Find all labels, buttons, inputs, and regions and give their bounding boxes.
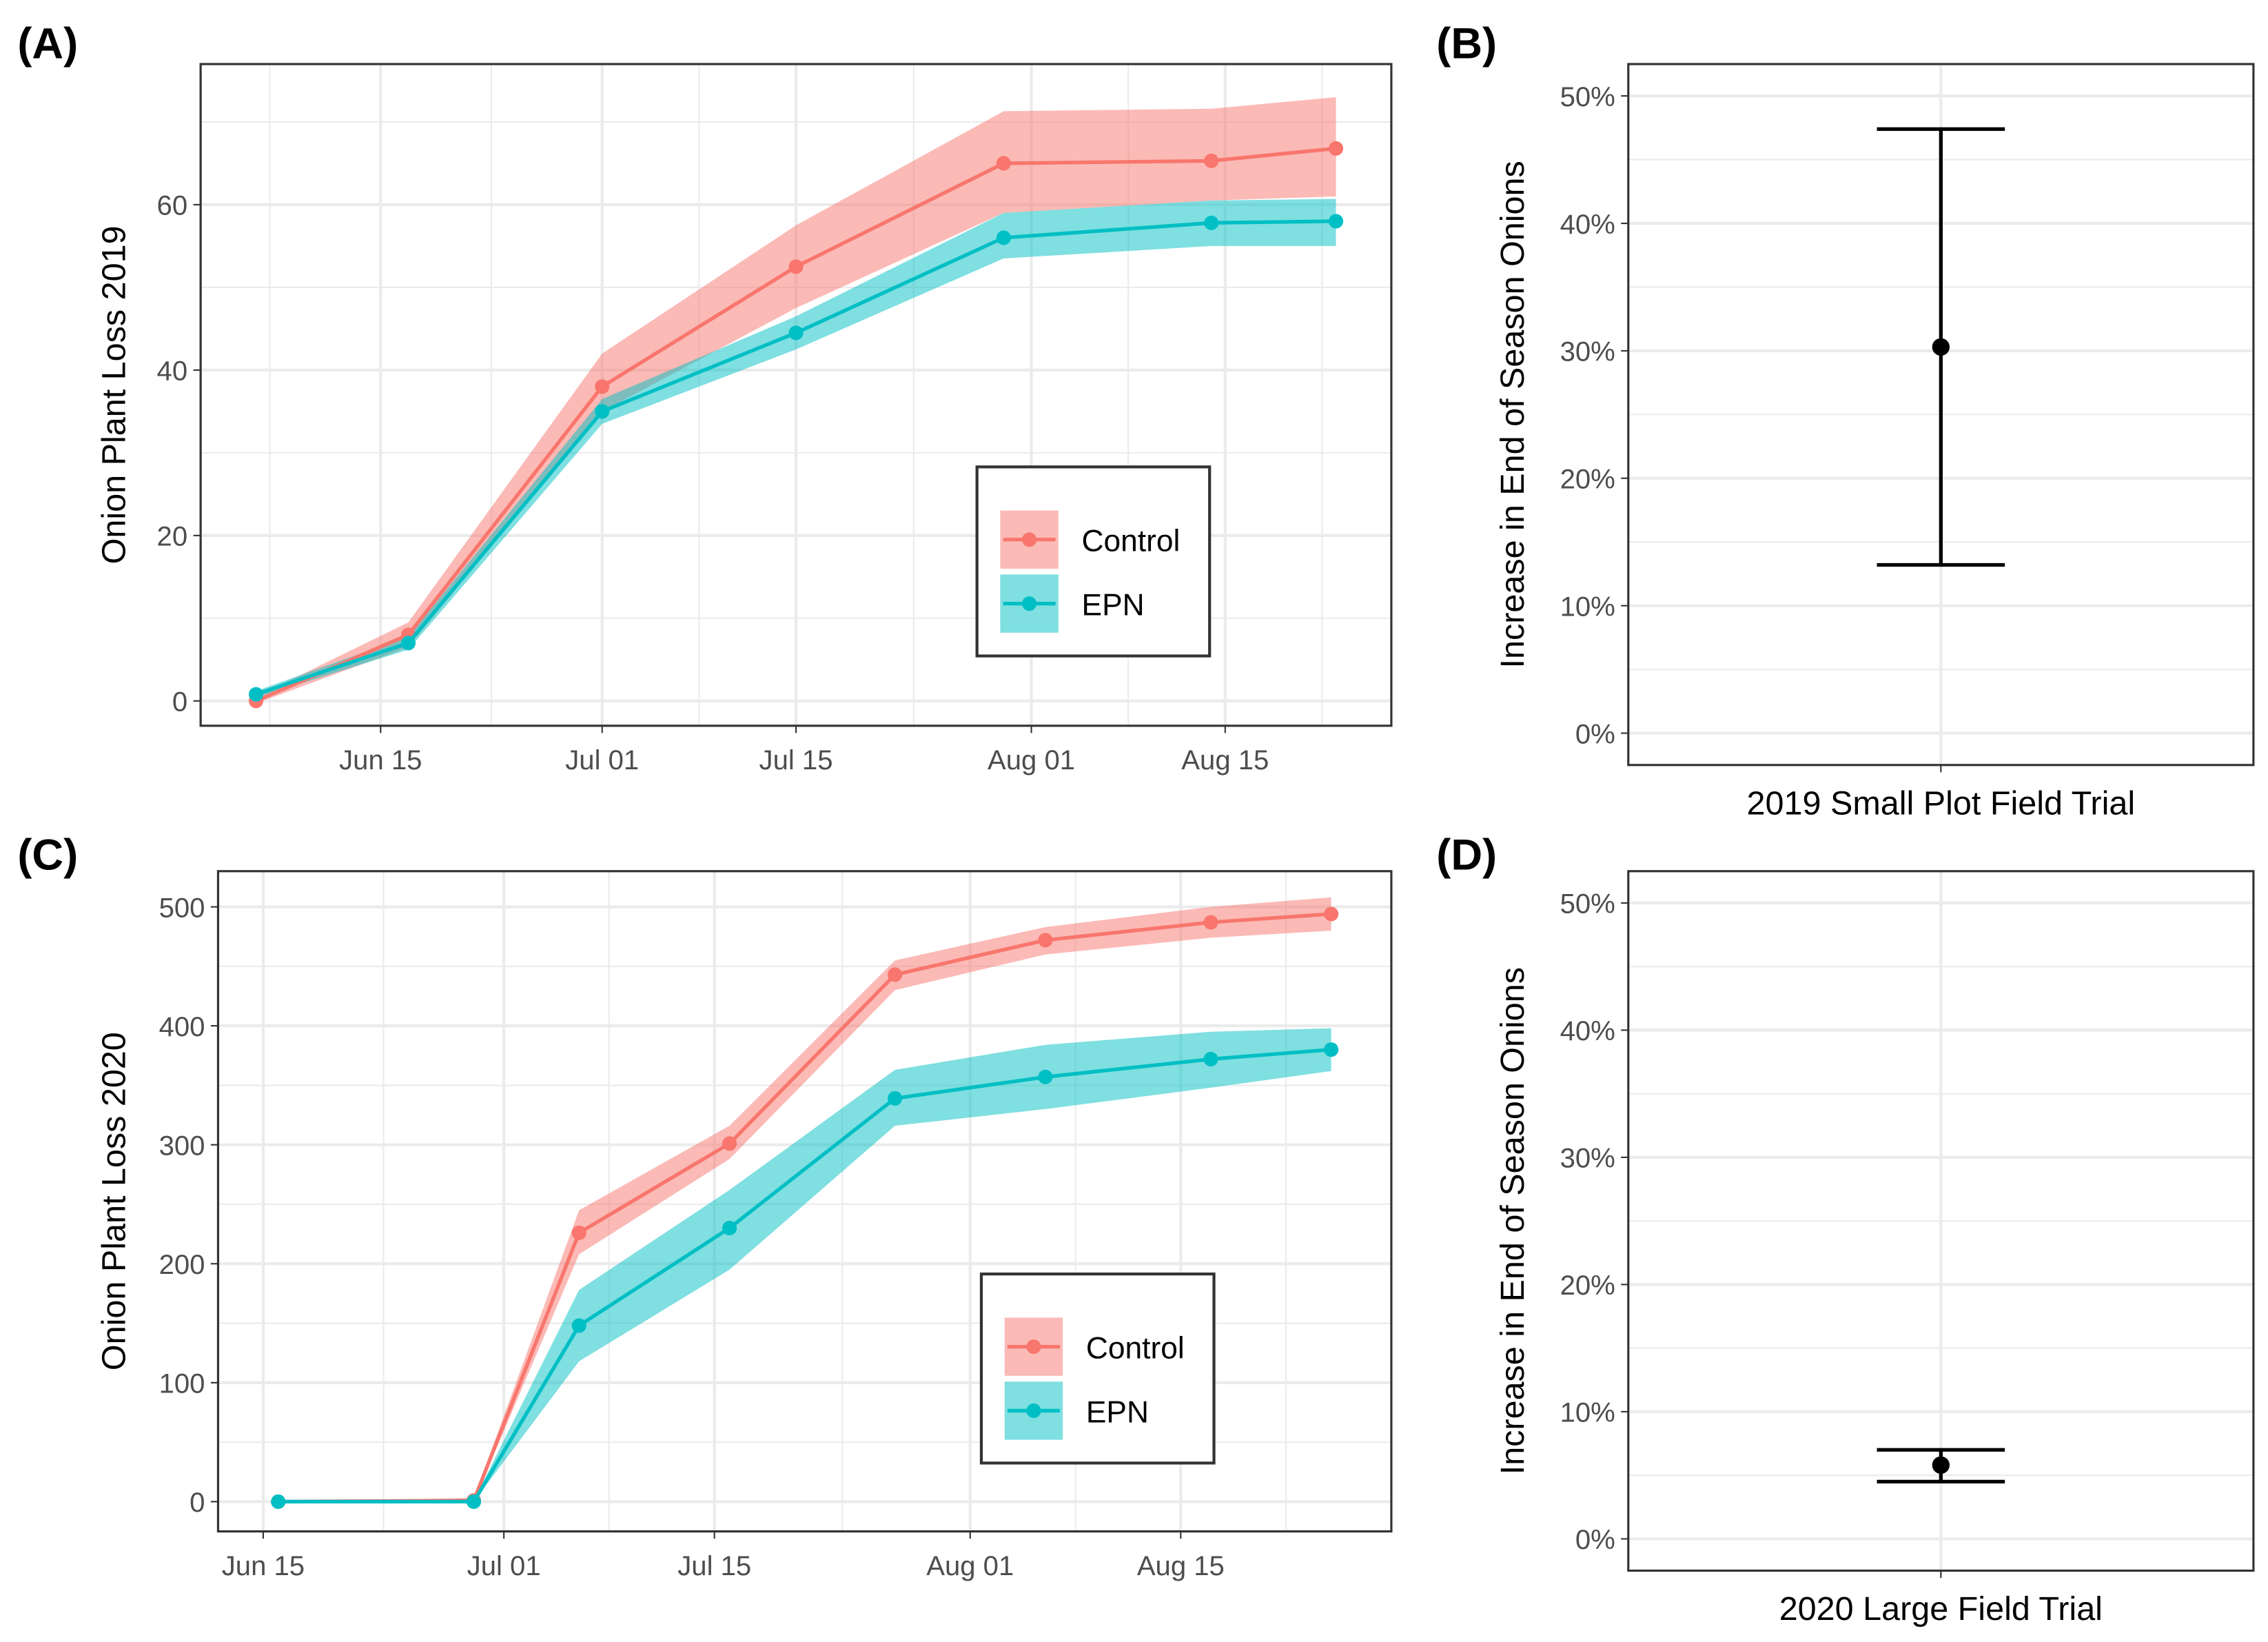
legend-key-point bbox=[1022, 596, 1037, 611]
point-epn bbox=[595, 404, 610, 419]
y-axis-title: Onion Plant Loss 2020 bbox=[95, 1032, 132, 1370]
point-control bbox=[888, 967, 903, 982]
x-tick-label: Jul 01 bbox=[565, 745, 639, 776]
estimate-point bbox=[1932, 1456, 1950, 1474]
point-epn bbox=[1038, 1069, 1053, 1084]
y-tick-label: 30% bbox=[1560, 1144, 1615, 1174]
x-tick-label: Aug 01 bbox=[988, 745, 1075, 776]
point-epn bbox=[400, 636, 416, 651]
x-tick-label: Aug 15 bbox=[1137, 1551, 1225, 1581]
x-tick-label: Jul 15 bbox=[759, 745, 833, 776]
legend: Control EPN bbox=[979, 1273, 1216, 1465]
y-tick-label: 20 bbox=[157, 522, 188, 552]
point-control bbox=[595, 379, 610, 394]
y-tick-label: 400 bbox=[159, 1012, 205, 1042]
point-epn bbox=[1203, 1051, 1218, 1066]
legend-key-point bbox=[1026, 1339, 1041, 1355]
point-control bbox=[1204, 153, 1219, 168]
point-epn bbox=[996, 230, 1011, 245]
y-axis-title: Onion Plant Loss 2019 bbox=[95, 225, 132, 564]
legend-key-point bbox=[1026, 1403, 1041, 1418]
y-tick-label: 30% bbox=[1560, 337, 1615, 367]
y-tick-label: 0 bbox=[190, 1488, 205, 1518]
legend-key-point bbox=[1022, 532, 1037, 547]
plot-border bbox=[1627, 870, 2255, 1572]
point-epn bbox=[1204, 215, 1219, 230]
plot-border bbox=[1627, 63, 2255, 767]
y-axis-title: Increase in End of Season Onions bbox=[1494, 161, 1531, 668]
x-tick-label: Jun 15 bbox=[339, 745, 422, 776]
point-control bbox=[1324, 906, 1339, 922]
x-tick-label: Aug 15 bbox=[1181, 745, 1269, 776]
y-tick-label: 0% bbox=[1575, 1525, 1615, 1555]
x-tick-label: Jun 15 bbox=[222, 1551, 305, 1581]
x-tick-label: Jul 15 bbox=[677, 1551, 751, 1581]
y-tick-label: 40% bbox=[1560, 1016, 1615, 1046]
y-axis-title: Increase in End of Season Onions bbox=[1494, 967, 1531, 1474]
ribbon-epn bbox=[278, 1028, 1331, 1502]
y-tick-label: 300 bbox=[159, 1131, 205, 1161]
legend-label: EPN bbox=[1086, 1395, 1149, 1429]
point-epn bbox=[1328, 214, 1344, 229]
plot-border bbox=[216, 870, 1393, 1533]
y-tick-label: 0% bbox=[1575, 719, 1615, 749]
plot-border bbox=[199, 63, 1393, 727]
y-tick-label: 200 bbox=[159, 1250, 205, 1280]
x-tick-label: Aug 01 bbox=[926, 1551, 1014, 1581]
point-epn bbox=[722, 1220, 737, 1236]
point-epn bbox=[888, 1091, 903, 1106]
y-tick-label: 50% bbox=[1560, 889, 1615, 920]
y-tick-label: 20% bbox=[1560, 1270, 1615, 1301]
line-control bbox=[278, 912, 1331, 1504]
point-epn bbox=[788, 325, 804, 341]
point-control bbox=[1038, 933, 1053, 948]
y-tick-label: 100 bbox=[159, 1369, 205, 1399]
panel-label: (B) bbox=[1436, 20, 1497, 68]
y-tick-label: 10% bbox=[1560, 591, 1615, 622]
legend: Control EPN bbox=[975, 465, 1212, 658]
point-control bbox=[722, 1136, 737, 1151]
y-tick-label: 40% bbox=[1560, 210, 1615, 240]
panel-label: (D) bbox=[1436, 831, 1497, 880]
panel-d: (D) Increase in End of Season Onions 0% 10%… bbox=[1436, 831, 2255, 1628]
y-tick-label: 40 bbox=[157, 356, 188, 387]
panel-b: (B) Increase in End of Season Onions 0% 10%… bbox=[1436, 20, 2255, 822]
y-tick-label: 50% bbox=[1560, 82, 1615, 112]
estimate-point bbox=[1932, 338, 1950, 356]
point-epn bbox=[248, 687, 264, 702]
line-epn bbox=[278, 1048, 1331, 1504]
point-control bbox=[996, 156, 1011, 171]
panel-c: (C) Onion Plant Loss 2020 0 100 200 300 400 500… bbox=[17, 831, 1393, 1581]
y-tick-label: 500 bbox=[159, 893, 205, 923]
panel-label: (A) bbox=[17, 20, 78, 68]
legend-label: Control bbox=[1082, 525, 1181, 558]
y-tick-label: 10% bbox=[1560, 1398, 1615, 1428]
x-category-label: 2020 Large Field Trial bbox=[1779, 1590, 2103, 1628]
legend-label: Control bbox=[1086, 1332, 1185, 1366]
legend-label: EPN bbox=[1082, 588, 1145, 622]
point-epn bbox=[1324, 1042, 1339, 1057]
point-control bbox=[788, 259, 804, 274]
x-category-label: 2019 Small Plot Field Trial bbox=[1747, 785, 2136, 822]
point-epn bbox=[571, 1318, 586, 1333]
panel-a: (A) Onion Plant Loss 2019 0 20 40 60 Jun 15 Jul… bbox=[17, 20, 1393, 776]
x-tick-label: Jul 01 bbox=[467, 1551, 541, 1581]
point-epn bbox=[271, 1494, 286, 1509]
panel-label: (C) bbox=[17, 831, 78, 880]
point-control bbox=[571, 1225, 586, 1240]
point-control bbox=[1203, 915, 1218, 930]
point-epn bbox=[466, 1494, 482, 1509]
y-tick-label: 60 bbox=[157, 191, 188, 221]
y-tick-label: 0 bbox=[172, 687, 187, 718]
y-tick-label: 20% bbox=[1560, 465, 1615, 495]
point-control bbox=[1328, 141, 1344, 156]
